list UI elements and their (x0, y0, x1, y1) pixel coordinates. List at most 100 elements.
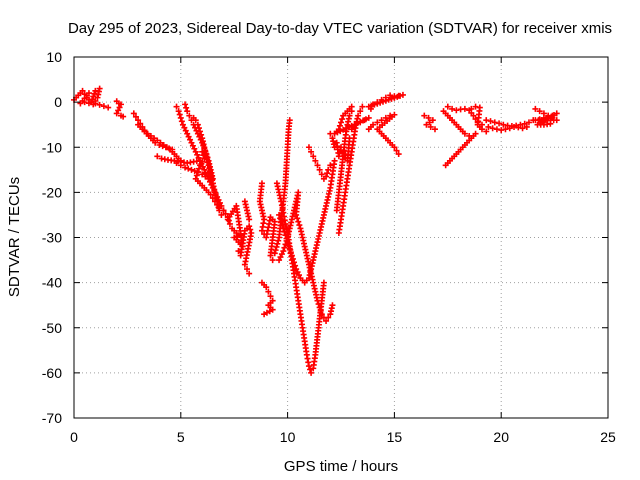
data-point (397, 92, 404, 99)
data-point (96, 101, 103, 108)
data-point (472, 130, 479, 137)
data-point (280, 225, 287, 232)
data-point (177, 162, 184, 169)
data-point (184, 130, 191, 137)
data-point (315, 301, 322, 308)
data-point (316, 166, 323, 173)
data-point (291, 259, 298, 266)
data-point (294, 215, 301, 222)
data-point (241, 261, 248, 268)
data-point (277, 215, 284, 222)
data-point (94, 94, 101, 101)
data-point (177, 114, 184, 121)
data-point (323, 317, 330, 324)
data-point (312, 157, 319, 164)
data-point (195, 125, 202, 132)
y-tick-label: -20 (42, 184, 62, 200)
data-point (385, 96, 392, 103)
data-point (105, 104, 112, 111)
data-point (283, 237, 290, 244)
data-point (483, 117, 490, 124)
data-point (487, 118, 494, 125)
data-point (275, 237, 282, 244)
data-point (276, 211, 283, 218)
data-point (120, 113, 127, 120)
data-point (355, 112, 362, 119)
data-point (423, 121, 430, 128)
data-point (186, 112, 193, 119)
y-tick-label: 0 (54, 94, 62, 110)
data-point (305, 363, 312, 370)
data-point (247, 226, 254, 233)
data-point (536, 108, 543, 115)
data-point (314, 297, 321, 304)
data-point (293, 266, 300, 273)
data-point (173, 160, 180, 167)
data-point (279, 222, 286, 229)
data-point (218, 211, 225, 218)
data-point (194, 151, 201, 158)
data-point (336, 122, 343, 129)
data-point (202, 169, 209, 176)
data-point (195, 154, 202, 161)
data-point (491, 119, 498, 126)
data-point (113, 110, 120, 117)
data-point (498, 127, 505, 134)
data-point (233, 229, 240, 236)
data-point (525, 119, 532, 126)
data-point (294, 269, 301, 276)
data-point (357, 108, 364, 115)
data-point (472, 103, 479, 110)
data-point (194, 169, 201, 176)
data-point (523, 123, 530, 130)
data-point (85, 90, 92, 97)
data-point (470, 112, 477, 119)
data-point (429, 117, 436, 124)
data-point (182, 127, 189, 134)
data-point (197, 128, 204, 135)
data-point (431, 126, 438, 133)
data-point (286, 117, 293, 124)
data-point (391, 144, 398, 151)
data-point (374, 119, 381, 126)
data-point (246, 223, 253, 230)
data-point (421, 112, 428, 119)
data-point (335, 126, 342, 133)
data-point (160, 141, 167, 148)
data-point (359, 103, 366, 110)
data-point (274, 240, 281, 247)
data-point (199, 148, 206, 155)
data-point (461, 130, 468, 137)
data-point (273, 243, 280, 250)
data-point (427, 123, 434, 130)
data-point (265, 288, 272, 295)
data-point (90, 93, 97, 100)
data-point (159, 143, 166, 150)
data-point (157, 139, 164, 146)
data-point (295, 218, 302, 225)
data-point (193, 172, 200, 179)
data-point (191, 167, 198, 174)
x-tick-label: 10 (280, 429, 296, 445)
data-point (214, 201, 221, 208)
data-point (496, 120, 503, 127)
data-point (325, 314, 332, 321)
data-point (189, 142, 196, 149)
data-point (192, 117, 199, 124)
data-point (288, 252, 295, 259)
data-point (92, 100, 99, 107)
data-point (182, 164, 189, 171)
y-tick-label: -70 (42, 410, 62, 426)
x-tick-label: 0 (70, 429, 78, 445)
data-point (263, 284, 270, 291)
data-point (515, 124, 522, 131)
data-point (444, 103, 451, 110)
data-point (391, 94, 398, 101)
data-point (483, 128, 490, 135)
data-point (310, 153, 317, 160)
data-point (261, 311, 268, 318)
x-axis-label: GPS time / hours (284, 458, 398, 475)
data-point (329, 302, 336, 309)
data-point (194, 121, 201, 128)
data-point (277, 254, 284, 261)
